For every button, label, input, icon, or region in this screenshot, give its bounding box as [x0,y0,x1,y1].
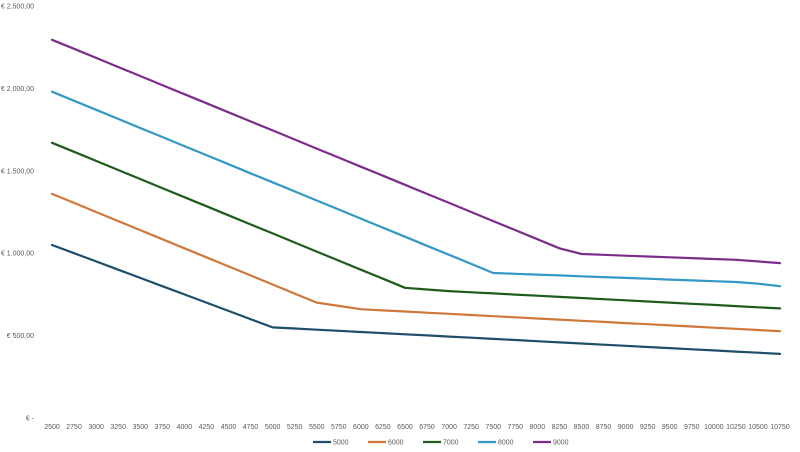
x-tick-label: 3250 [110,424,126,431]
x-tick-label: 8000 [530,424,546,431]
x-tick-label: 10750 [770,424,790,431]
y-tick-label: € 1.000,00 [1,251,34,258]
y-tick-label: € 2.000,00 [1,86,34,93]
series-lines [50,38,782,355]
x-tick-label: 7250 [463,424,479,431]
x-tick-label: 5250 [287,424,303,431]
legend-label-9000: 9000 [553,440,569,447]
y-tick-label: € - [26,416,35,423]
legend: 5000 6000 7000 8000 9000 [313,440,569,447]
x-tick-label: 3750 [155,424,171,431]
series-line-7000 [50,141,782,310]
y-axis-tick-labels: € - € 500,00 € 1.000,00 € 1.500,00 € 2.000,0… [1,4,35,423]
x-tick-label: 10000 [704,424,724,431]
x-tick-label: 6500 [397,424,413,431]
x-tick-label: 8750 [596,424,612,431]
series-line-9000 [50,38,782,265]
x-tick-label: 4000 [177,424,193,431]
x-tick-label: 9750 [684,424,700,431]
x-tick-label: 8250 [552,424,568,431]
x-tick-label: 6250 [375,424,391,431]
x-tick-label: 7750 [507,424,523,431]
x-tick-label: 10250 [726,424,746,431]
x-tick-label: 10500 [748,424,768,431]
x-tick-label: 6000 [353,424,369,431]
x-tick-label: 3000 [88,424,104,431]
legend-label-5000: 5000 [333,440,349,447]
x-tick-label: 4500 [221,424,237,431]
x-tick-label: 5000 [265,424,281,431]
x-tick-label: 4250 [199,424,215,431]
x-tick-label: 2500 [44,424,60,431]
y-tick-label: € 500,00 [7,333,34,340]
series-line-5000 [50,243,782,355]
x-tick-label: 8500 [574,424,590,431]
x-tick-label: 2750 [66,424,82,431]
x-tick-label: 7000 [441,424,457,431]
series-line-8000 [50,90,782,288]
legend-label-6000: 6000 [388,440,404,447]
y-tick-label: € 2.500,00 [1,4,34,11]
x-tick-label: 3500 [132,424,148,431]
x-tick-label: 5750 [331,424,347,431]
series-line-6000 [50,192,782,333]
x-tick-label: 9000 [618,424,634,431]
x-tick-label: 7500 [485,424,501,431]
legend-label-7000: 7000 [443,440,459,447]
x-tick-label: 9500 [662,424,678,431]
legend-label-8000: 8000 [498,440,514,447]
x-axis-tick-labels: 2500 2750 3000 3250 3500 3750 4000 4250 4500 4750… [44,424,790,431]
x-tick-label: 5500 [309,424,325,431]
x-tick-label: 4750 [243,424,259,431]
x-tick-label: 9250 [640,424,656,431]
y-tick-label: € 1.500,00 [1,168,34,175]
x-tick-label: 6750 [419,424,435,431]
